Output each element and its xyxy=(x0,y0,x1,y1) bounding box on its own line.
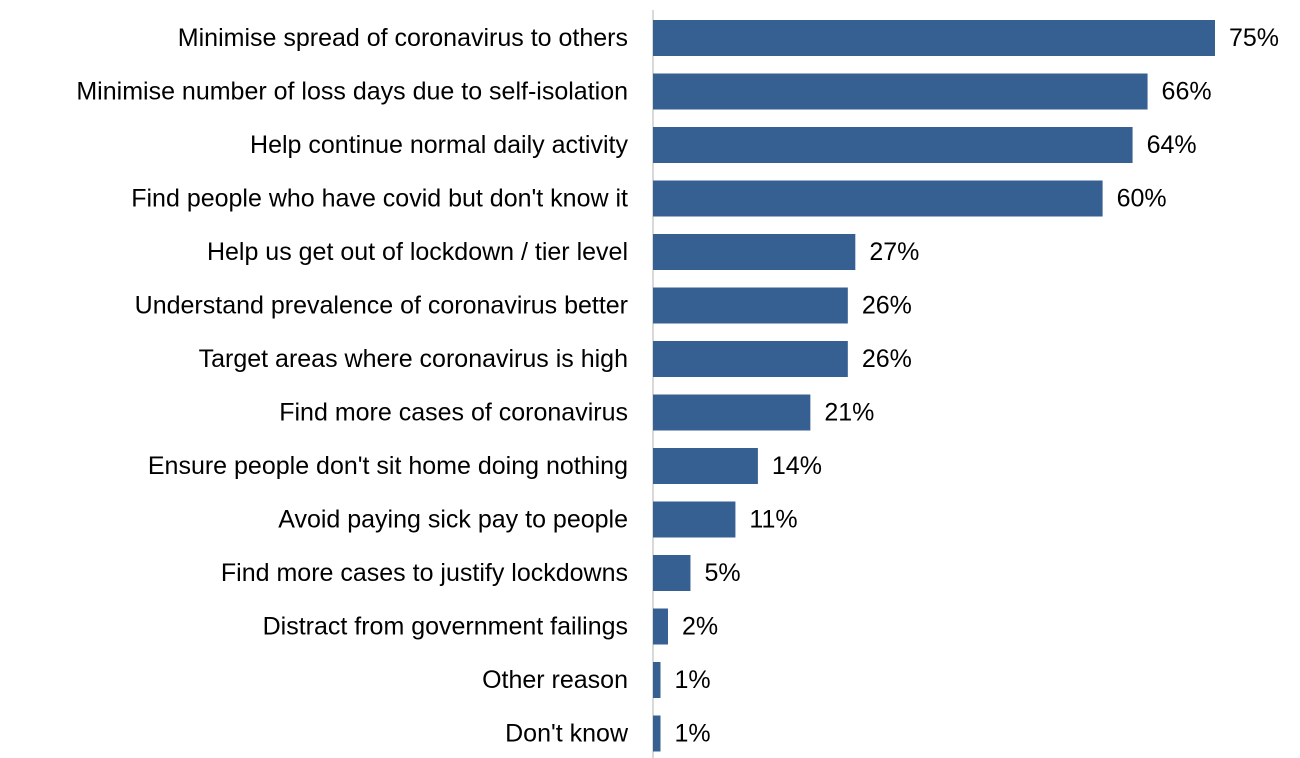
value-label: 11% xyxy=(749,506,797,534)
value-label: 60% xyxy=(1117,185,1167,213)
bar xyxy=(653,555,691,591)
value-label: 66% xyxy=(1162,78,1212,106)
bar xyxy=(653,287,848,324)
category-label: Find more cases to justify lockdowns xyxy=(221,559,628,587)
category-label: Other reason xyxy=(482,666,628,694)
bar xyxy=(653,73,1148,110)
bar xyxy=(653,20,1215,56)
bar xyxy=(653,394,811,431)
category-label: Target areas where coronavirus is high xyxy=(199,345,628,373)
category-label: Help continue normal daily activity xyxy=(250,131,628,159)
bar xyxy=(653,715,661,752)
value-label: 75% xyxy=(1229,24,1279,52)
bar xyxy=(653,662,661,698)
value-label: 26% xyxy=(862,292,912,320)
category-label: Find more cases of coronavirus xyxy=(279,399,628,427)
category-label: Help us get out of lockdown / tier level xyxy=(207,238,628,266)
category-label: Distract from government failings xyxy=(263,613,628,641)
bar xyxy=(653,341,848,377)
value-label: 26% xyxy=(862,345,912,373)
category-label: Understand prevalence of coronavirus bet… xyxy=(135,292,628,320)
value-label: 64% xyxy=(1147,131,1197,159)
bar xyxy=(653,608,668,645)
category-label: Don't know xyxy=(505,720,629,748)
value-label: 5% xyxy=(704,559,740,587)
bar xyxy=(653,127,1133,163)
value-label: 1% xyxy=(674,720,710,748)
category-label: Avoid paying sick pay to people xyxy=(278,506,628,534)
category-label: Find people who have covid but don't kno… xyxy=(131,185,628,213)
bar xyxy=(653,180,1103,217)
value-label: 1% xyxy=(674,666,710,694)
bar xyxy=(653,234,856,270)
value-label: 14% xyxy=(772,452,822,480)
value-label: 2% xyxy=(682,613,718,641)
category-label: Ensure people don't sit home doing nothi… xyxy=(148,452,628,480)
value-label: 21% xyxy=(824,399,874,427)
category-label: Minimise number of loss days due to self… xyxy=(76,78,628,106)
bar xyxy=(653,448,758,484)
category-label: Minimise spread of coronavirus to others xyxy=(178,24,628,52)
bar xyxy=(653,501,736,538)
value-label: 27% xyxy=(869,238,919,266)
